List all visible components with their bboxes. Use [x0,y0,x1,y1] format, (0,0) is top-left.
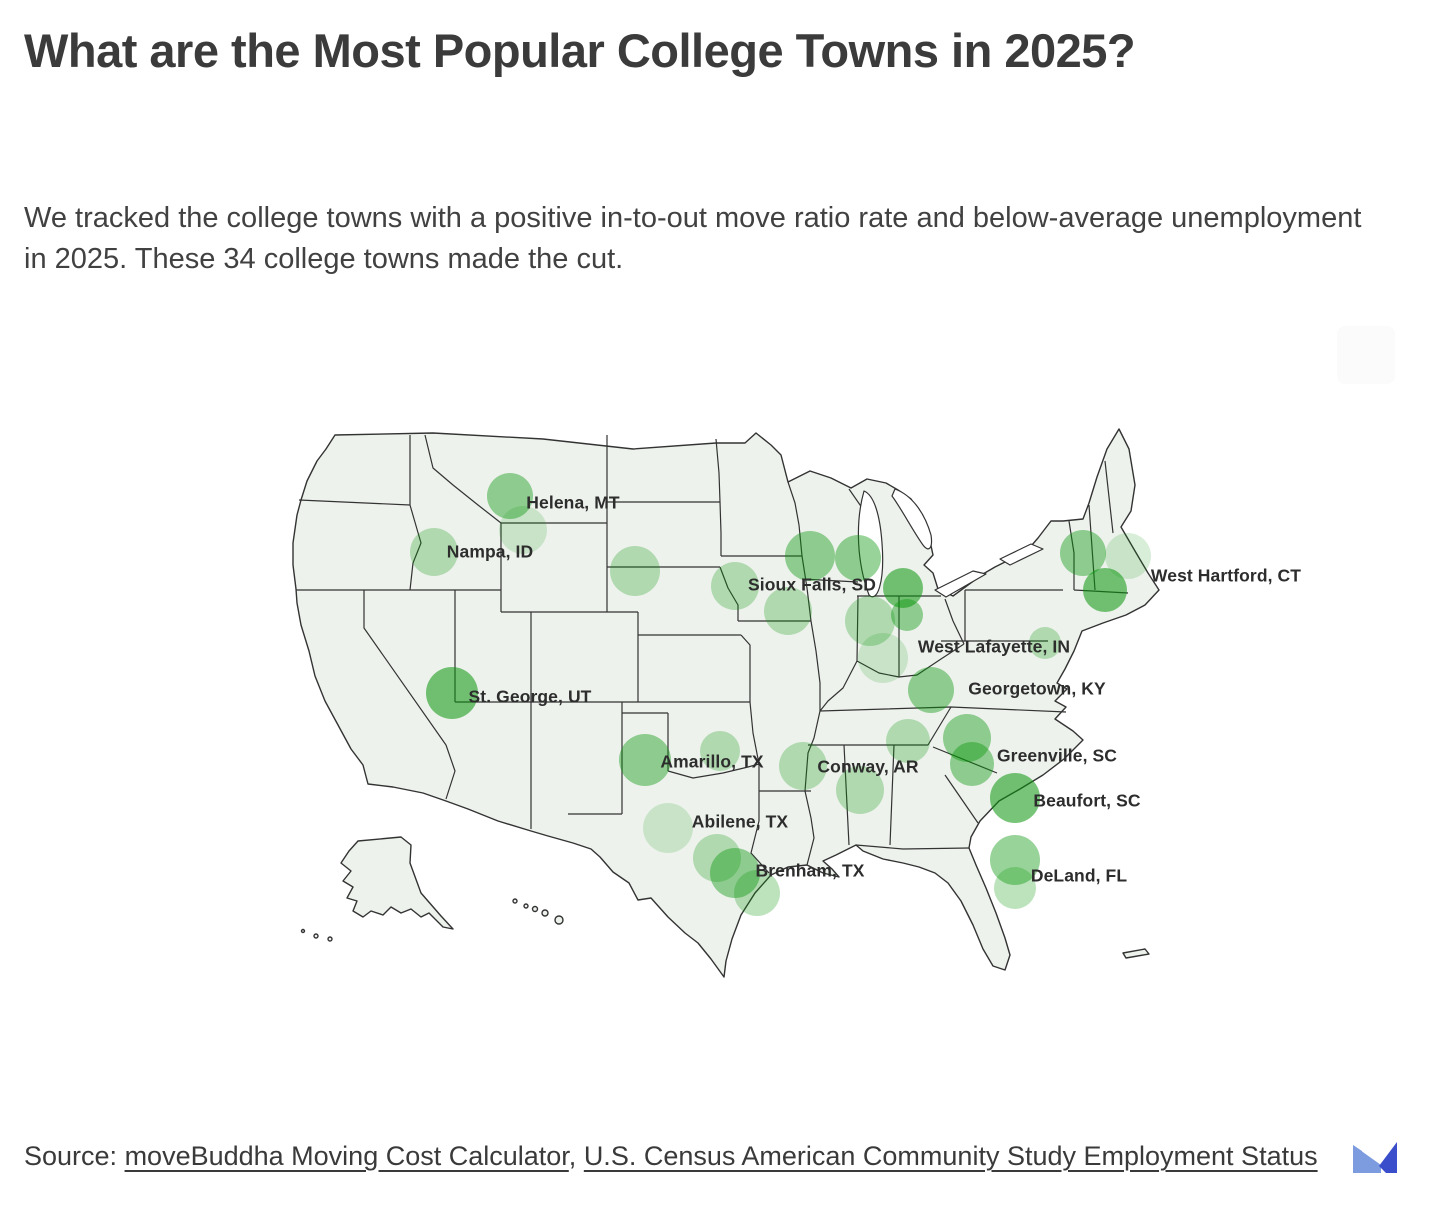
town-dot [785,531,835,581]
town-dot [886,719,930,763]
town-dot [950,742,994,786]
source-link-movebuddha[interactable]: moveBuddha Moving Cost Calculator [124,1141,569,1171]
town-label: Conway, AR [817,756,919,777]
town-dot [891,599,923,631]
town-label: Brenham, TX [755,860,865,881]
town-label: St. George, UT [468,686,592,707]
source-separator: , [568,1141,584,1171]
town-dot [908,667,954,713]
town-dot [426,667,478,719]
source-link-census[interactable]: U.S. Census American Community Study Emp… [583,1141,1318,1171]
town-dot [619,734,671,786]
town-dot [487,473,533,519]
town-label: Sioux Falls, SD [748,574,876,595]
lake-michigan [857,490,884,598]
town-dot [845,596,895,646]
us-map [292,428,1160,978]
town-dot [700,731,740,771]
town-label: Abilene, TX [691,811,789,832]
alaska-outline [340,836,454,930]
us-lower48-outline [292,428,1160,978]
lake-ontario [999,543,1044,566]
town-dot [499,506,547,554]
town-dot [410,528,458,576]
town-dot [711,562,759,610]
lake-erie [934,570,987,598]
town-dot [990,835,1040,885]
town-dot [990,773,1040,823]
town-label: Greenville, SC [996,745,1118,766]
town-dot [643,803,693,853]
town-dot [994,867,1036,909]
town-dot [836,766,884,814]
town-dot [858,633,908,683]
page-subtitle: We tracked the college towns with a posi… [24,202,1362,276]
town-dot [710,848,760,898]
town-label: Nampa, ID [446,541,534,562]
town-dot [1083,568,1127,612]
town-dot [835,535,881,581]
town-dot [943,714,991,762]
town-dot [734,870,780,916]
lake-huron [891,488,933,550]
town-label: DeLand, FL [1030,865,1128,886]
town-dot [764,587,812,635]
town-label: West Hartford, CT [1150,565,1302,586]
page-title: What are the Most Popular College Towns … [24,24,1136,77]
puerto-rico-outline [1122,948,1150,959]
town-label: West Lafayette, IN [917,636,1071,657]
town-dot [883,568,923,608]
source-line: Source: moveBuddha Moving Cost Calculato… [24,1136,1319,1178]
movebuddha-logo-icon [1353,1142,1397,1173]
town-dot [693,834,741,882]
town-label: Helena, MT [526,492,620,513]
town-dot [1029,627,1061,659]
state-borders [296,434,1129,874]
town-label: Georgetown, KY [968,678,1106,699]
town-label: Beaufort, SC [1033,790,1141,811]
us-map-container: Helena, MT Nampa, ID St. George, UT Sioux F… [283,393,1301,1013]
town-dot [610,546,660,596]
town-label: Amarillo, TX [660,751,764,772]
faint-watermark-box [1337,326,1395,384]
town-dot [779,742,827,790]
source-prefix: Source: [24,1141,125,1171]
